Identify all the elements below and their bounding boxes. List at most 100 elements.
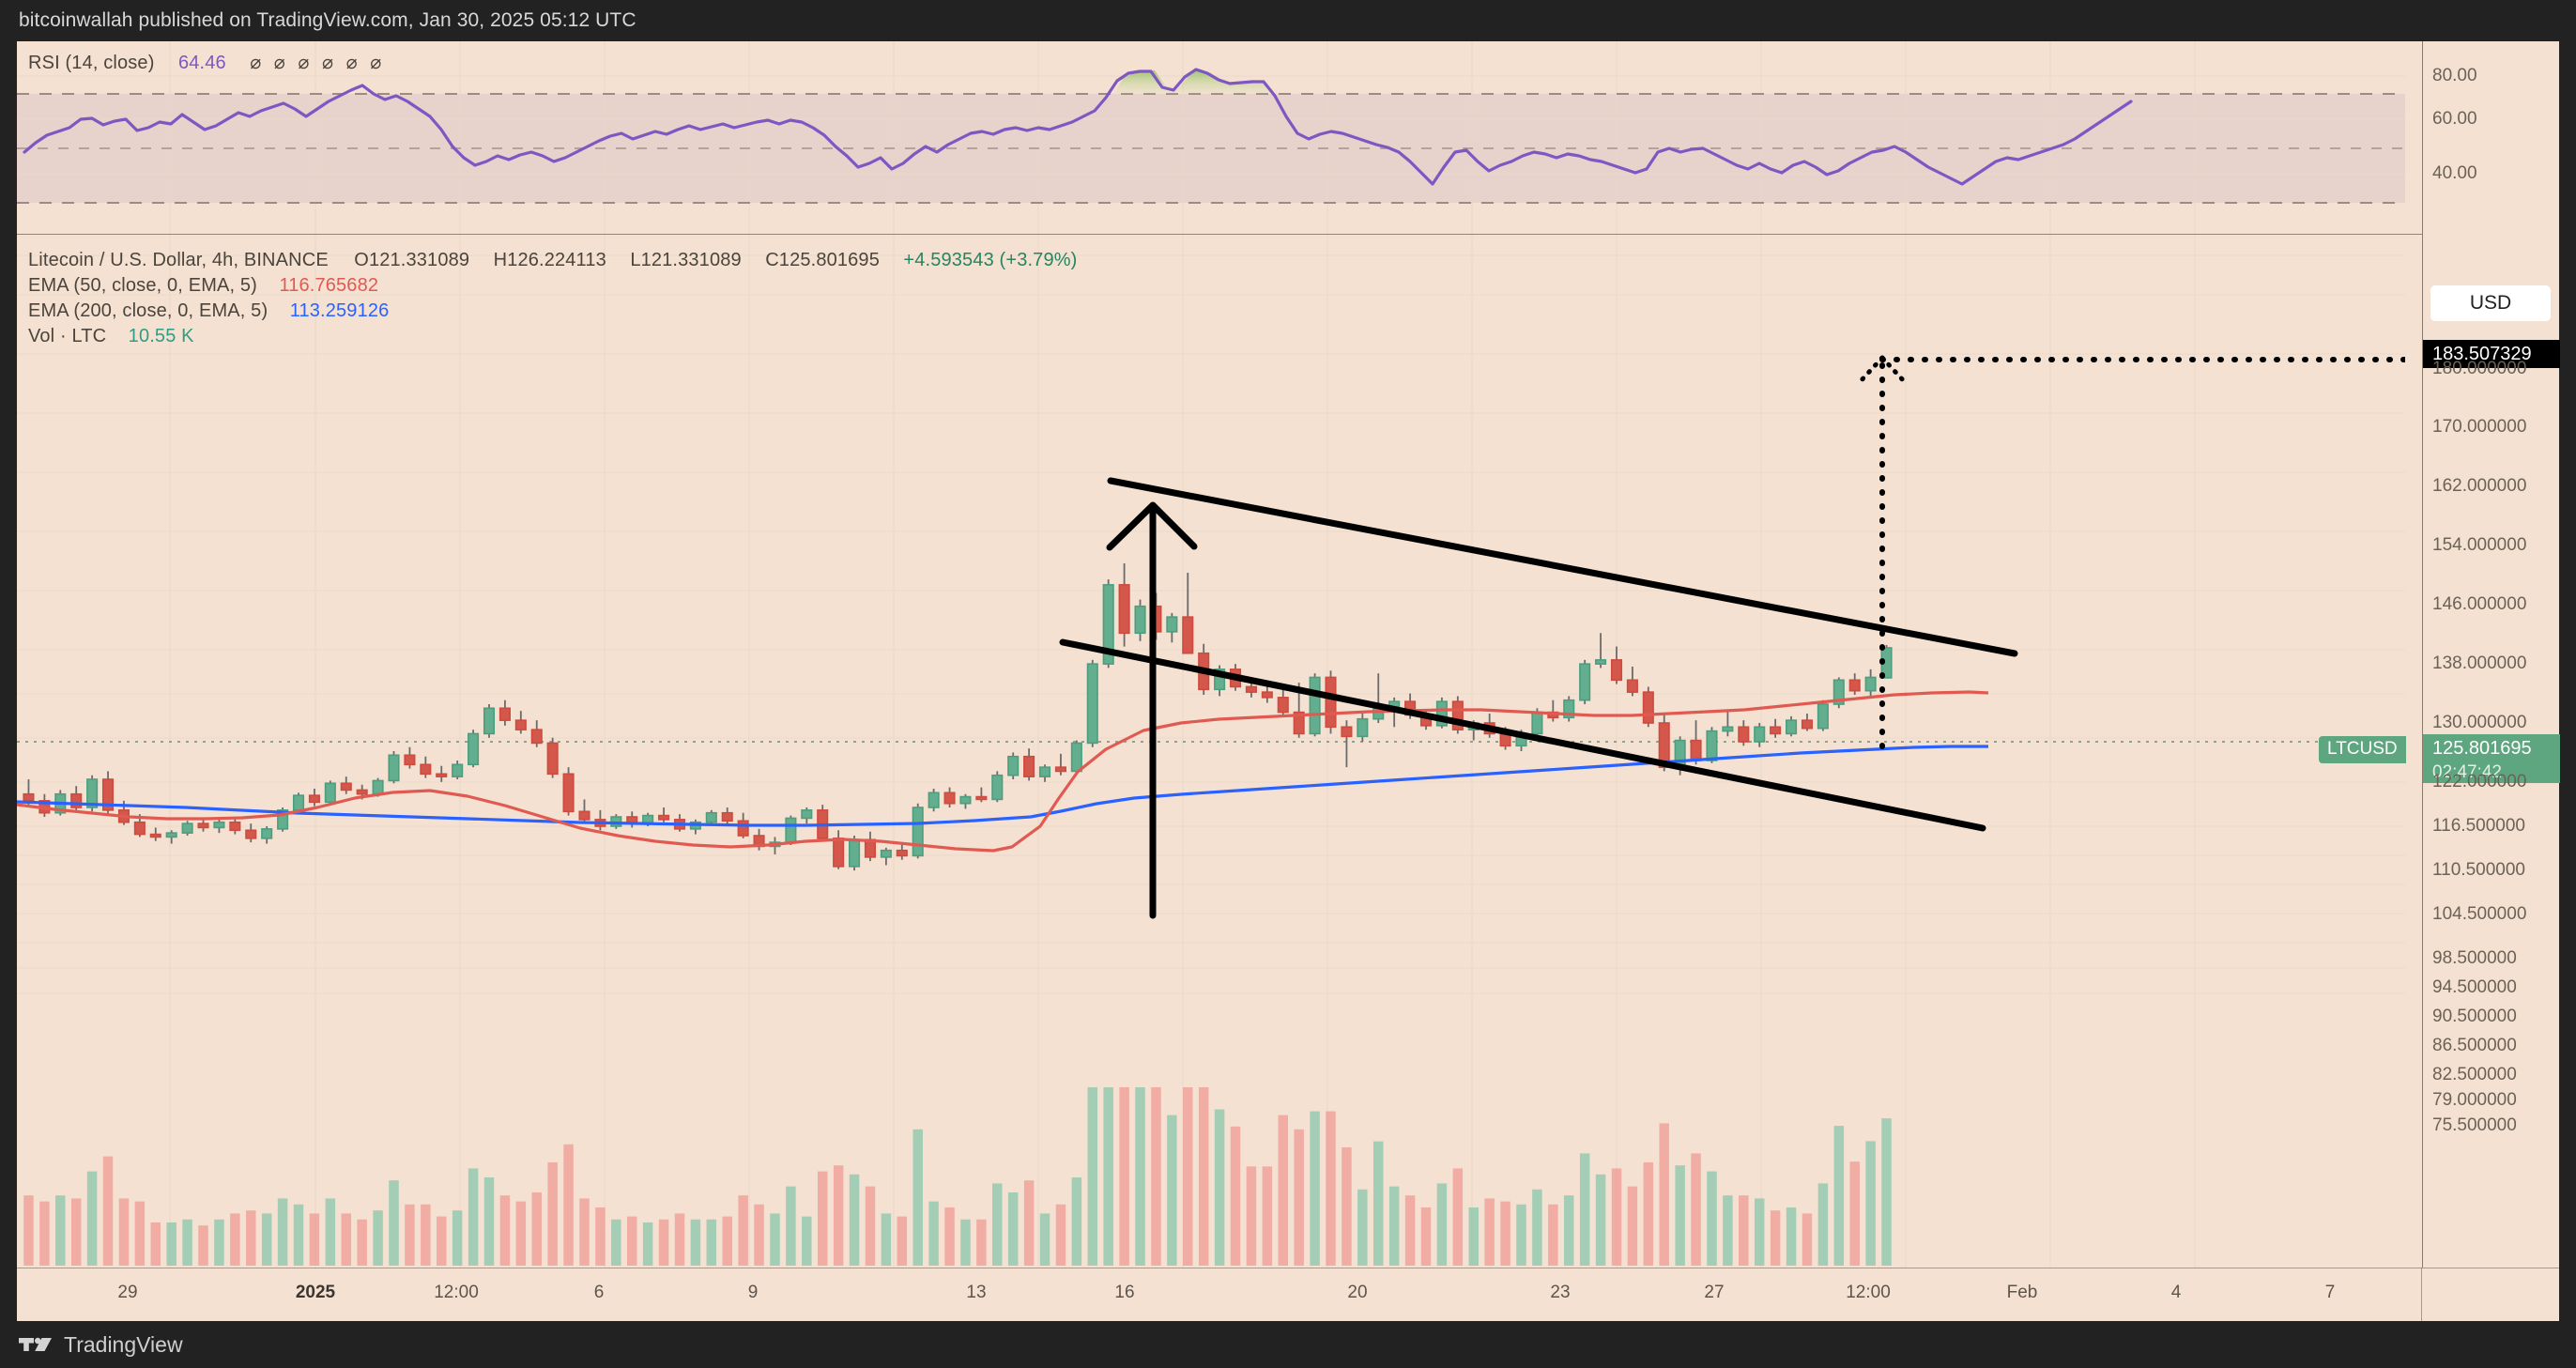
- last-price-value: 125.801695: [2432, 738, 2532, 759]
- volume-bar: [70, 1198, 82, 1266]
- volume-legend-label: Vol · LTC: [28, 326, 107, 346]
- time-tick-10: 12:00: [1846, 1283, 1891, 1302]
- currency-badge[interactable]: USD: [2430, 285, 2551, 321]
- volume-bar: [944, 1207, 955, 1266]
- volume-bar: [1675, 1165, 1685, 1266]
- candle-body: [1261, 691, 1273, 699]
- rsi-tick-1: 60.00: [2432, 109, 2477, 129]
- volume-bar: [1723, 1195, 1733, 1266]
- volume-bar: [1404, 1195, 1416, 1266]
- candle-body: [1770, 726, 1782, 735]
- volume-bar: [1786, 1207, 1797, 1266]
- volume-bar: [309, 1213, 320, 1266]
- candle-body: [308, 794, 320, 804]
- volume-bar: [1452, 1168, 1464, 1266]
- candle-body: [165, 832, 177, 838]
- volume-bar: [1342, 1147, 1352, 1266]
- projection-arrow-head: [1856, 355, 1909, 386]
- candle-body: [1801, 719, 1814, 730]
- volume-legend[interactable]: Vol · LTC 10.55 K: [28, 326, 194, 347]
- candle-body: [1832, 679, 1845, 705]
- time-axis-divider: [2421, 1268, 2422, 1321]
- ohlc-open-value: 121.331089: [368, 250, 470, 270]
- ohlc-low-label: L: [630, 250, 641, 270]
- ema200-legend-label: EMA (200, close, 0, EMA, 5): [28, 300, 268, 321]
- footer-bar: TradingView: [0, 1321, 2576, 1368]
- volume-bar: [118, 1198, 130, 1266]
- volume-bar: [817, 1171, 828, 1266]
- rsi-plot: [17, 41, 2405, 234]
- candle-body: [23, 792, 35, 802]
- volume-bar: [150, 1222, 161, 1266]
- rsi-legend-nil-values: ⌀ ⌀ ⌀ ⌀ ⌀ ⌀: [250, 53, 386, 73]
- volume-bar: [261, 1213, 272, 1266]
- price-tick-14: 86.500000: [2432, 1036, 2517, 1055]
- publication-header: bitcoinwallah published on TradingView.c…: [0, 0, 2576, 41]
- candle-body: [1118, 584, 1130, 635]
- volume-bar: [1294, 1129, 1304, 1266]
- candle-body: [849, 838, 861, 868]
- price-tick-12: 94.500000: [2432, 977, 2517, 997]
- time-tick-11: Feb: [2006, 1283, 2038, 1302]
- volume-bar: [198, 1225, 208, 1266]
- tradingview-logo[interactable]: TradingView: [19, 1332, 183, 1358]
- candle-body: [149, 833, 161, 838]
- volume-bar: [706, 1219, 717, 1266]
- volume-bar: [325, 1198, 336, 1266]
- time-tick-9: 27: [1704, 1283, 1725, 1302]
- volume-bar: [738, 1195, 748, 1266]
- volume-bar: [468, 1168, 479, 1266]
- candle-body: [975, 795, 988, 801]
- candle-body: [245, 829, 257, 839]
- volume-bar: [992, 1183, 1003, 1266]
- volume-bar: [437, 1216, 447, 1266]
- volume-bar: [754, 1204, 764, 1266]
- price-axis[interactable]: USD 183.507329 125.801695 02:47:42 180.0…: [2422, 41, 2560, 1321]
- price-tick-17: 75.500000: [2432, 1115, 2517, 1135]
- candle-body: [1182, 616, 1194, 654]
- volume-bar: [483, 1177, 495, 1266]
- volume-bar: [405, 1204, 415, 1266]
- candle-body: [277, 809, 289, 830]
- volume-bar: [246, 1210, 256, 1266]
- volume-bar: [579, 1198, 590, 1266]
- volume-bar: [960, 1219, 971, 1266]
- candle-body: [578, 810, 590, 821]
- volume-bar: [1849, 1161, 1860, 1266]
- time-tick-2: 12:00: [434, 1283, 479, 1302]
- bear-flag-lower-trendline: [1059, 638, 1986, 832]
- chart-frame[interactable]: RSI (14, close) 64.46 ⌀ ⌀ ⌀ ⌀ ⌀ ⌀: [17, 41, 2560, 1321]
- volume-bar: [674, 1213, 685, 1266]
- breakout-target-projection: [1879, 357, 2405, 749]
- candle-body: [705, 811, 717, 823]
- time-axis[interactable]: 29 2025 12:00 6 9 13 16 20 23 27 12:00 Feb 4 7: [17, 1268, 2559, 1321]
- candle-body: [530, 729, 543, 745]
- volume-bar: [134, 1201, 146, 1266]
- price-tick-15: 82.500000: [2432, 1065, 2517, 1084]
- symbol-legend[interactable]: Litecoin / U.S. Dollar, 4h, BINANCE O121…: [28, 250, 1077, 271]
- volume-bar: [1023, 1180, 1035, 1266]
- time-tick-12: 4: [2170, 1283, 2182, 1302]
- volume-bar: [277, 1198, 288, 1266]
- tradingview-brand-label: TradingView: [64, 1331, 183, 1357]
- ema200-line: [17, 745, 1988, 827]
- candle-body: [181, 822, 193, 834]
- rsi-pane[interactable]: [17, 41, 2559, 234]
- candle-body: [1357, 717, 1369, 738]
- ema200-legend[interactable]: EMA (200, close, 0, EMA, 5) 113.259126: [28, 300, 389, 322]
- volume-bar: [1484, 1198, 1495, 1266]
- volume-bar: [786, 1186, 796, 1266]
- price-tick-8: 116.500000: [2432, 816, 2525, 836]
- volume-bar: [1246, 1166, 1257, 1266]
- ohlc-high-value: 126.224113: [507, 250, 606, 270]
- ema50-legend[interactable]: EMA (50, close, 0, EMA, 5) 116.765682: [28, 275, 378, 297]
- rsi-legend-title: RSI (14, close): [28, 53, 155, 73]
- candle-body: [324, 782, 336, 804]
- candle-body: [1038, 766, 1051, 777]
- drawings-layer: [1059, 477, 2018, 919]
- pane-separator[interactable]: [17, 234, 2559, 235]
- price-pane[interactable]: [17, 235, 2559, 1268]
- candle-body: [1451, 700, 1464, 730]
- price-tick-5: 138.000000: [2432, 653, 2527, 673]
- volume-bar: [23, 1195, 34, 1266]
